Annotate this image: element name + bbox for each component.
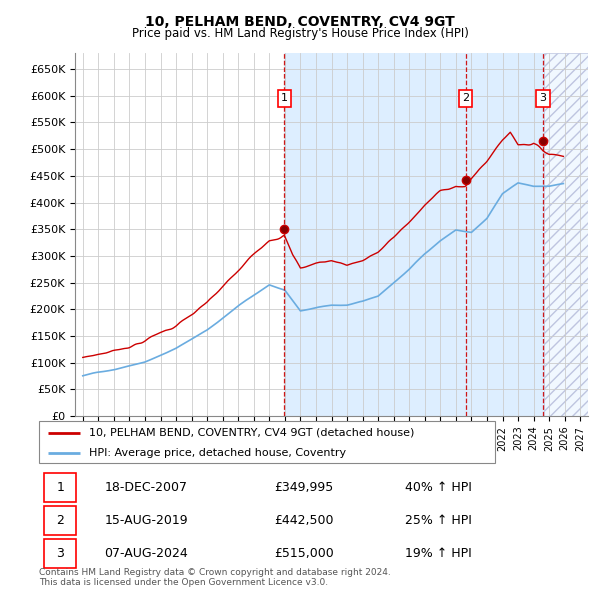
FancyBboxPatch shape <box>44 506 76 535</box>
Text: £349,995: £349,995 <box>274 481 333 494</box>
Text: £442,500: £442,500 <box>274 514 333 527</box>
Text: 3: 3 <box>539 93 547 103</box>
Text: 18-DEC-2007: 18-DEC-2007 <box>104 481 188 494</box>
Bar <box>284 53 544 416</box>
Text: £515,000: £515,000 <box>274 547 334 560</box>
FancyBboxPatch shape <box>44 473 76 502</box>
Text: 2: 2 <box>462 93 469 103</box>
Text: 07-AUG-2024: 07-AUG-2024 <box>104 547 188 560</box>
Text: HPI: Average price, detached house, Coventry: HPI: Average price, detached house, Cove… <box>89 448 346 457</box>
Bar <box>544 53 588 416</box>
Text: 40% ↑ HPI: 40% ↑ HPI <box>405 481 472 494</box>
Text: 2: 2 <box>56 514 64 527</box>
Text: 1: 1 <box>56 481 64 494</box>
Text: 25% ↑ HPI: 25% ↑ HPI <box>405 514 472 527</box>
Text: 15-AUG-2019: 15-AUG-2019 <box>104 514 188 527</box>
Text: 1: 1 <box>281 93 288 103</box>
Text: Contains HM Land Registry data © Crown copyright and database right 2024.
This d: Contains HM Land Registry data © Crown c… <box>39 568 391 587</box>
Text: 10, PELHAM BEND, COVENTRY, CV4 9GT: 10, PELHAM BEND, COVENTRY, CV4 9GT <box>145 15 455 29</box>
Text: 10, PELHAM BEND, COVENTRY, CV4 9GT (detached house): 10, PELHAM BEND, COVENTRY, CV4 9GT (deta… <box>89 428 415 438</box>
Text: 19% ↑ HPI: 19% ↑ HPI <box>405 547 472 560</box>
FancyBboxPatch shape <box>44 539 76 568</box>
Bar <box>544 53 588 416</box>
Text: Price paid vs. HM Land Registry's House Price Index (HPI): Price paid vs. HM Land Registry's House … <box>131 27 469 40</box>
Text: 3: 3 <box>56 547 64 560</box>
FancyBboxPatch shape <box>39 421 495 463</box>
